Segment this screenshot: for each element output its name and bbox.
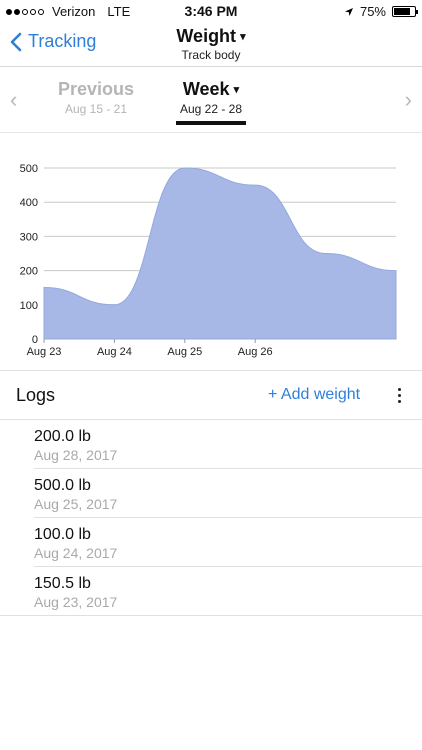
x-tick-label: Aug 25 (167, 346, 202, 358)
nav-bar: Tracking Weight ▾ Track body (0, 22, 422, 67)
log-item[interactable]: 500.0 lb Aug 25, 2017 (0, 469, 422, 518)
network-label: LTE (107, 4, 131, 19)
page-title: Weight (176, 26, 237, 46)
carrier-label: Verizon (52, 4, 96, 19)
status-time: 3:46 PM (184, 3, 238, 19)
section-divider (0, 370, 422, 371)
log-value: 200.0 lb (34, 428, 91, 445)
nav-title[interactable]: Weight ▾ Track body (0, 26, 422, 62)
log-item[interactable]: 100.0 lb Aug 24, 2017 (0, 518, 422, 567)
back-button[interactable]: Tracking (10, 31, 96, 52)
location-arrow-icon (344, 7, 353, 16)
x-tick-label: Aug 23 (27, 346, 62, 358)
log-date: Aug 24, 2017 (34, 545, 118, 561)
battery-icon (392, 6, 418, 17)
row-divider (34, 566, 422, 567)
week-label: Week (182, 79, 230, 99)
chevron-down-icon: ▾ (233, 84, 240, 96)
log-value: 500.0 lb (34, 477, 91, 494)
row-divider (34, 468, 422, 469)
previous-week-tab[interactable]: Previous Aug 15 - 21 (38, 79, 154, 116)
add-weight-button[interactable]: + Add weight (268, 386, 361, 403)
row-divider (0, 615, 422, 616)
log-date: Aug 25, 2017 (34, 496, 118, 512)
current-week-tab[interactable]: Week ▾ Aug 22 - 28 (168, 79, 254, 116)
weight-chart: 0 100 200 300 400 500 Aug 23 Aug 24 Aug 25 Aug 26 (20, 163, 397, 358)
chevron-left-icon (10, 32, 22, 51)
status-bar: Verizon LTE 3:46 PM 75% (0, 0, 422, 22)
log-date: Aug 23, 2017 (34, 594, 118, 610)
more-options-icon[interactable] (396, 388, 402, 406)
next-arrow-icon[interactable]: › (404, 87, 412, 112)
page-subtitle: Track body (181, 48, 241, 62)
y-tick-label: 200 (20, 266, 38, 278)
signal-strength-icon (6, 8, 44, 15)
battery-percent: 75% (359, 4, 386, 19)
row-divider (34, 517, 422, 518)
back-label: Tracking (28, 31, 97, 51)
y-tick-label: 500 (20, 163, 38, 175)
previous-range: Aug 15 - 21 (64, 102, 128, 116)
previous-label: Previous (57, 79, 135, 99)
logs-header: Logs + Add weight (0, 371, 422, 419)
chevron-down-icon: ▾ (240, 31, 246, 43)
log-value: 150.5 lb (34, 575, 91, 592)
weight-area-series (43, 167, 397, 340)
y-tick-label: 400 (20, 197, 38, 209)
status-right: 75% (344, 4, 418, 19)
y-tick-label: 100 (20, 300, 38, 312)
x-tick-label: Aug 26 (238, 346, 273, 358)
status-left: Verizon LTE (6, 4, 130, 19)
log-item[interactable]: 200.0 lb Aug 28, 2017 (0, 420, 422, 469)
y-tick-label: 300 (20, 231, 38, 243)
current-range: Aug 22 - 28 (179, 102, 243, 116)
x-tick-label: Aug 24 (97, 346, 132, 358)
log-date: Aug 28, 2017 (34, 447, 118, 463)
section-divider (0, 419, 422, 420)
log-value: 100.0 lb (34, 526, 91, 543)
y-tick-label: 0 (32, 334, 38, 346)
range-selector: ‹ Previous Aug 15 - 21 Week ▾ Aug 22 - 28… (0, 67, 422, 133)
selected-tab-indicator (176, 121, 246, 125)
prev-arrow-icon[interactable]: ‹ (10, 87, 18, 112)
logs-title: Logs (16, 385, 56, 405)
log-item[interactable]: 150.5 lb Aug 23, 2017 (0, 567, 422, 616)
